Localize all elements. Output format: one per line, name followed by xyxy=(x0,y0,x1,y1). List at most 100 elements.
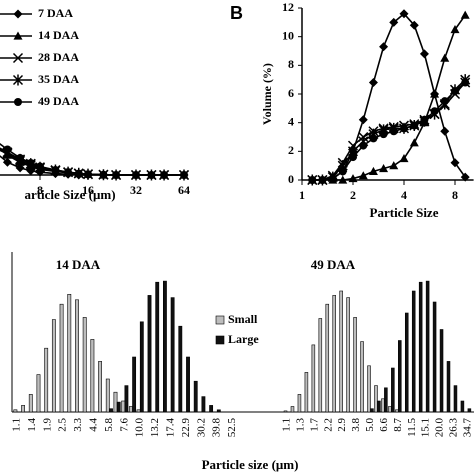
marker xyxy=(368,166,378,175)
marker xyxy=(379,42,389,52)
bar xyxy=(121,400,126,413)
bar xyxy=(136,409,141,413)
marker xyxy=(84,170,92,179)
x-tick-label: 1.3 xyxy=(294,418,306,432)
x-tick-label: 16 xyxy=(82,183,94,197)
bar xyxy=(467,408,472,413)
legend-swatch xyxy=(215,315,225,325)
marker xyxy=(450,158,460,168)
marker xyxy=(461,78,470,87)
y-tick-label: 6 xyxy=(288,86,294,100)
bar xyxy=(395,409,399,413)
bar xyxy=(404,312,409,413)
x-tick-label: 3.8 xyxy=(350,418,362,432)
panel-title: 14 DAA xyxy=(56,257,101,272)
marker xyxy=(399,9,409,19)
x-tick-label: 13.2 xyxy=(149,418,161,437)
marker xyxy=(318,176,327,184)
y-axis-label: Volume (%) xyxy=(260,63,274,125)
marker xyxy=(399,154,409,163)
bar xyxy=(109,408,113,413)
bar xyxy=(21,405,25,413)
legend-label: Small xyxy=(228,312,258,326)
marker xyxy=(440,97,449,106)
marker xyxy=(460,172,470,182)
legend-label: Large xyxy=(228,332,259,346)
panel-label: B xyxy=(230,3,243,23)
series-line xyxy=(312,79,466,181)
bar xyxy=(98,361,103,413)
marker xyxy=(36,162,44,171)
marker xyxy=(451,87,460,96)
bar xyxy=(370,408,374,413)
x-tick-label: 8 xyxy=(37,183,43,197)
marker xyxy=(3,145,12,154)
marker xyxy=(358,171,368,180)
bar xyxy=(163,280,167,413)
marker xyxy=(400,124,409,133)
bar xyxy=(453,385,458,413)
marker xyxy=(328,174,337,183)
marker xyxy=(74,169,83,178)
y-tick-label: 4 xyxy=(288,114,294,128)
panel-title: 49 DAA xyxy=(311,257,356,272)
x-tick-label: 11.5 xyxy=(406,418,418,437)
marker xyxy=(12,52,24,64)
x-tick-label: 2 xyxy=(350,188,356,202)
x-tick-label: 4 xyxy=(401,188,407,202)
bar xyxy=(432,301,437,413)
legend-label: 49 DAA xyxy=(38,94,79,108)
bar xyxy=(367,365,371,413)
bar xyxy=(388,406,392,413)
marker xyxy=(12,74,24,86)
marker xyxy=(460,10,470,19)
bar xyxy=(155,281,160,413)
series-line xyxy=(312,81,466,181)
bar xyxy=(304,372,309,413)
marker xyxy=(430,107,439,116)
x-tick-label: 1 xyxy=(299,188,305,202)
marker xyxy=(409,20,419,30)
marker xyxy=(359,141,368,150)
marker xyxy=(51,166,60,175)
marker xyxy=(389,161,399,170)
bar xyxy=(170,297,175,413)
x-tick-label: 2.2 xyxy=(322,418,334,432)
bar xyxy=(67,293,72,413)
legend-label: 35 DAA xyxy=(38,72,79,86)
bar xyxy=(124,385,129,413)
marker xyxy=(348,174,358,183)
x-tick-label: 7.6 xyxy=(118,418,130,432)
marker xyxy=(147,171,156,179)
x-tick-label: 8 xyxy=(452,188,458,202)
bar xyxy=(377,400,381,413)
bar xyxy=(28,394,33,413)
bar xyxy=(186,356,190,413)
marker xyxy=(440,53,450,62)
bar xyxy=(90,339,95,413)
bar xyxy=(339,290,343,413)
bar xyxy=(318,318,323,413)
marker xyxy=(13,31,23,40)
x-tick-label: 1.7 xyxy=(308,418,320,432)
bar xyxy=(147,295,152,413)
bar xyxy=(193,380,198,413)
x-tick-label: 2.9 xyxy=(336,418,348,432)
bar xyxy=(132,356,137,413)
x-tick-label: 5.0 xyxy=(364,418,376,432)
legend-label: 14 DAA xyxy=(38,28,79,42)
marker xyxy=(410,121,419,130)
bar xyxy=(51,319,56,413)
bar xyxy=(116,401,121,413)
x-tick-label: 1.1 xyxy=(11,418,23,432)
marker xyxy=(64,168,73,177)
marker xyxy=(180,171,188,179)
x-axis-label: article Size (μm) xyxy=(24,187,115,202)
bar xyxy=(360,341,364,413)
x-tick-label: 8.7 xyxy=(392,418,404,432)
marker xyxy=(160,171,169,179)
marker xyxy=(379,130,388,139)
marker xyxy=(419,49,429,59)
x-tick-label: 39.8 xyxy=(211,418,223,438)
